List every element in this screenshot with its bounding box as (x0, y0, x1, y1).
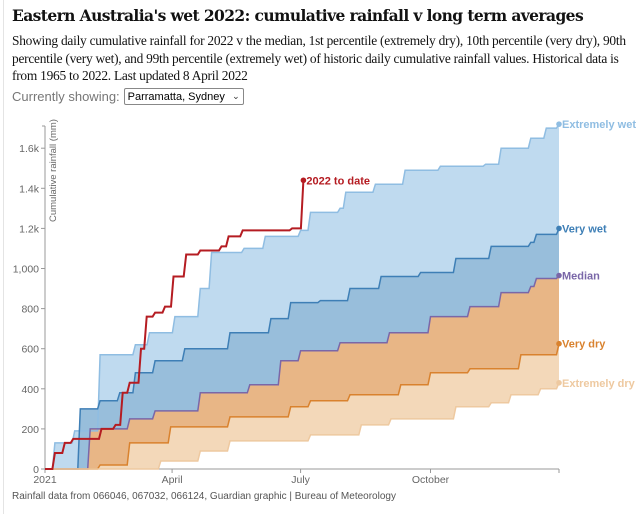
series-end-dot (556, 379, 562, 386)
series-line-2022-to-date (45, 180, 305, 470)
selector-label: Currently showing: (12, 89, 120, 104)
series-label: Extremely wet (562, 119, 636, 131)
series-line-very-wet (45, 228, 560, 470)
series-end-dot (556, 340, 562, 347)
x-tick-label: July (291, 474, 310, 486)
series-end-dot (300, 177, 307, 184)
x-tick-label: October (412, 474, 450, 486)
source-footer: Rainfall data from 066046, 067032, 06612… (12, 491, 396, 502)
y-tick-label: 800 (21, 304, 39, 316)
series-line-very-dry (45, 343, 560, 470)
chart-title: Eastern Australia's wet 2022: cumulative… (12, 6, 584, 25)
band-very-wet (45, 228, 559, 469)
x-tick-label: April (162, 474, 183, 486)
y-tick-label: 200 (21, 424, 39, 436)
location-selector-row: Currently showing: Parramatta, Sydney ⌄ (12, 88, 244, 105)
y-tick-label: 0 (33, 464, 39, 476)
location-select[interactable]: Parramatta, Sydney ⌄ (123, 88, 244, 105)
series-label: Extremely dry (562, 378, 636, 390)
y-tick-label: 1.4k (19, 183, 40, 195)
series-end-dot (556, 121, 562, 127)
series-line-extremely-dry (45, 382, 560, 470)
rainfall-chart: 0 200 400 600 800 1,000 1.2k 1.4k 1.6k 2021 April J… (13, 119, 637, 486)
series-label: 2022 to date (306, 175, 370, 187)
series-label: Very dry (562, 339, 606, 351)
series-end-dot (556, 225, 562, 232)
band-extremely-dry (45, 382, 559, 469)
chart-description: Showing daily cumulative rainfall for 20… (12, 33, 626, 83)
series-line-extremely-wet (45, 123, 560, 470)
y-axis-label: Cumulative rainfall (mm) (48, 119, 59, 222)
series-end-dot (556, 272, 562, 279)
band-extremely-wet (45, 124, 559, 469)
y-tick-label: 600 (21, 344, 39, 356)
y-tick-label: 1,000 (13, 264, 39, 276)
series-line-median (45, 275, 560, 470)
band-median (45, 275, 559, 469)
x-tick-label: 2021 (33, 474, 57, 486)
series-label: Median (562, 271, 600, 283)
left-border (3, 0, 4, 514)
location-select-value: Parramatta, Sydney (127, 90, 225, 103)
y-tick-label: 1.2k (19, 223, 40, 235)
y-tick-label: 400 (21, 384, 39, 396)
series-label: Very wet (562, 223, 607, 235)
y-tick-label: 1.6k (19, 143, 40, 155)
chevron-down-icon: ⌄ (232, 91, 240, 101)
